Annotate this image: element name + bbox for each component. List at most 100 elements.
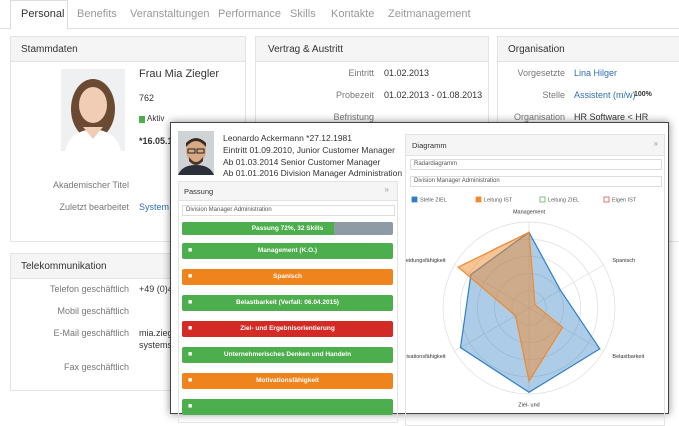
birth: *16.05.1 [139, 136, 173, 146]
select[interactable]: Division Manager Administration [182, 205, 395, 216]
field-label: Eintritt [348, 68, 374, 78]
field-value: mia.ziegl [139, 328, 175, 338]
tab[interactable]: Skills [290, 8, 316, 20]
panel-title: Telekommunikation [21, 261, 107, 272]
field-label: Akademischer Titel [52, 180, 129, 190]
passung-panel: Passung » Division Manager Administratio… [178, 181, 398, 423]
legend-swatch [411, 196, 418, 203]
skill-bar[interactable]: ■ Ziel- und Ergebnisorientierung [182, 321, 393, 337]
skill-bar[interactable]: ■ Management (K.O.) [182, 243, 393, 259]
stammdaten-panel: Stammdaten Frau Mia Ziegler 762 Aktiv *1… [10, 36, 246, 242]
legend-label: Stelle ZIEL [420, 198, 447, 204]
field-label: Telefon geschäftlich [49, 284, 129, 294]
profile-line: Leonardo Ackermann *27.12.1981 [223, 133, 353, 143]
field-label: Probezeit [335, 90, 374, 100]
panel-title: Passung [184, 187, 214, 196]
thumb-icon: ■ [188, 247, 193, 254]
skill-bar[interactable]: ■ Spanisch [182, 269, 393, 285]
thumb-icon: ■ [188, 377, 193, 384]
field-label: Befristung [333, 112, 374, 122]
legend-label: Leitung ZIEL [548, 198, 579, 204]
legend-label: Leitung IST [484, 198, 513, 204]
diagramm-panel: Diagramm » Radardiagramm Division Manage… [405, 134, 665, 426]
skill-label: Management (K.O.) [257, 247, 318, 254]
select[interactable]: Radardiagramm [410, 159, 662, 170]
field-value[interactable]: Lina Hilger [574, 68, 618, 78]
field-value: 01.02.2013 [384, 68, 430, 78]
skill-bar[interactable]: ■ Belastbarkeit (Verfall: 06.04.2015) [182, 295, 393, 311]
person-number: 762 [139, 93, 155, 103]
status-dot [139, 116, 145, 123]
panel-title: Vertrag & Austritt [268, 44, 344, 55]
field-label: Stelle [542, 90, 565, 100]
radar-area [457, 231, 564, 383]
profile-line: Ab 01.03.2014 Senior Customer Manager [223, 157, 381, 167]
profile-line: Eintritt 01.09.2010, Junior Customer Man… [223, 145, 395, 155]
radar-axis-label: Management [513, 210, 546, 216]
skill-label: Spanisch [273, 273, 302, 280]
tab[interactable]: Personal [21, 8, 65, 20]
radar-axis-label: Ziel- und [518, 402, 539, 408]
thumb-icon: ■ [188, 325, 193, 332]
field-value: systems [139, 340, 173, 350]
skill-label: Ziel- und Ergebnisorientierung [240, 325, 335, 332]
field-value[interactable]: Assistent (m/w) [574, 90, 636, 100]
tab[interactable]: Zeitmanagement [388, 8, 471, 20]
field-label: Vorgesetzte [517, 68, 565, 78]
collapse-icon[interactable]: » [384, 185, 389, 194]
overlay-window: Leonardo Ackermann *27.12.1981 Eintritt … [170, 122, 669, 426]
avatar [178, 131, 214, 175]
field-label: E-Mail geschäftlich [53, 328, 129, 338]
skill-label: Belastbarkeit (Verfall: 06.04.2015) [236, 299, 339, 306]
thumb-icon: ■ [188, 273, 193, 280]
radar-axis-label: Motivationsfähigkeit [406, 354, 446, 360]
panel-header [256, 37, 488, 62]
radar-spoke [528, 264, 604, 309]
field-label: Fax geschäftlich [63, 362, 129, 372]
radar-axis-label: Spanisch [612, 258, 635, 264]
radar-chart: Stelle ZIEL Leitung IST Leitung ZIEL Eigen … [406, 196, 645, 408]
person-name: Frau Mia Ziegler [139, 68, 220, 80]
field-value: 100% [634, 91, 652, 98]
collapse-icon[interactable]: » [653, 139, 658, 148]
profile-line: Ab 01.01.2016 Division Manager Administr… [223, 168, 403, 178]
field-label: Organisation [513, 112, 565, 122]
photo [61, 69, 125, 151]
panel-title: Stammdaten [21, 44, 78, 55]
tab[interactable]: Veranstaltungen [130, 8, 210, 20]
skill-label: Motivationsfähigkeit [256, 377, 319, 384]
radar-axis-label: Entscheidungsfähigkeit [406, 258, 446, 264]
field-value: 01.02.2013 - 01.08.2013 [384, 90, 483, 100]
panel-header [179, 182, 397, 201]
skill-bar[interactable]: ■ Unternehmerisches Denken und Handeln [182, 347, 393, 363]
select[interactable]: Division Manager Administration [410, 176, 662, 187]
thumb-icon: ■ [188, 351, 193, 358]
tab[interactable]: Benefits [77, 8, 117, 20]
field-label: Zuletzt bearbeitet [59, 202, 129, 212]
field-value[interactable]: System [139, 202, 170, 212]
field-value: +49 (0)4 [139, 284, 173, 294]
legend-swatch [603, 196, 610, 203]
radar-axis-label: Belastbarkeit [612, 354, 644, 360]
tab-line [0, 28, 679, 29]
skill-label: Unternehmerisches Denken und Handeln [223, 351, 352, 358]
progress-label: Passung 72%, 32 Skills [251, 225, 324, 232]
active-tab[interactable] [10, 0, 68, 30]
field-value: HR Software < HR [574, 112, 649, 122]
skill-bar[interactable]: ■ [182, 399, 393, 415]
legend-swatch [475, 196, 482, 203]
thumb-icon: ■ [188, 403, 193, 410]
tab[interactable]: Performance [218, 8, 281, 20]
thumb-icon: ■ [188, 299, 193, 306]
field-label: Mobil geschäftlich [57, 306, 129, 316]
skill-bar[interactable]: ■ Motivationsfähigkeit [182, 373, 393, 389]
status: Aktiv [147, 114, 165, 123]
progress-fill [182, 222, 334, 235]
panel-header [406, 135, 664, 156]
panel-header [11, 37, 245, 62]
panel-title: Organisation [508, 44, 565, 55]
legend-label: Eigen IST [612, 198, 637, 204]
tab[interactable]: Kontakte [331, 8, 375, 20]
panel-header [498, 37, 679, 62]
